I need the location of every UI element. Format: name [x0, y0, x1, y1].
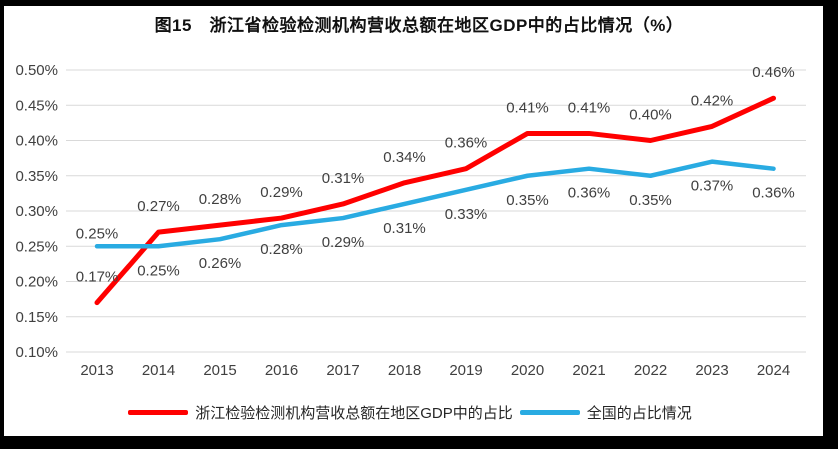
data-label: 0.17% [76, 269, 119, 286]
y-tick-label: 0.30% [15, 203, 58, 220]
data-label: 0.28% [260, 241, 303, 258]
legend-swatch-national-line [519, 410, 580, 415]
series-line-0 [94, 95, 776, 306]
data-label: 0.28% [199, 191, 242, 208]
data-label: 0.31% [383, 220, 426, 237]
y-tick-label: 0.45% [15, 97, 58, 114]
x-tick-label: 2018 [388, 362, 421, 379]
data-label: 0.41% [568, 99, 611, 116]
x-tick-label: 2022 [634, 362, 667, 379]
y-tick-label: 0.15% [15, 309, 58, 326]
data-label: 0.31% [322, 170, 365, 187]
legend-swatch-zhejiang-line [128, 410, 189, 415]
data-label: 0.29% [260, 184, 303, 201]
legend-label-zhejiang: 浙江检验检测机构营收总额在地区GDP中的占比 [195, 405, 513, 422]
data-label: 0.42% [691, 92, 734, 109]
x-tick-label: 2017 [326, 362, 359, 379]
data-label: 0.33% [445, 206, 488, 223]
chart-title: 图15 浙江省检验检测机构营收总额在地区GDP中的占比情况（%） [154, 16, 684, 35]
data-label: 0.36% [752, 185, 795, 202]
x-tick-label: 2020 [511, 362, 544, 379]
x-tick-label: 2013 [80, 362, 113, 379]
data-label: 0.25% [76, 225, 119, 242]
y-tick-label: 0.40% [15, 133, 58, 150]
data-label: 0.41% [506, 99, 549, 116]
data-label: 0.29% [322, 234, 365, 251]
legend-label-national: 全国的占比情况 [586, 405, 692, 422]
data-label: 0.34% [383, 149, 426, 166]
series-line-1 [94, 159, 776, 249]
data-label: 0.40% [629, 107, 672, 124]
x-tick-label: 2024 [757, 362, 790, 379]
data-label: 0.35% [629, 192, 672, 209]
x-tick-label: 2023 [695, 362, 728, 379]
x-tick-label: 2014 [142, 362, 175, 379]
y-tick-label: 0.20% [15, 274, 58, 291]
y-tick-label: 0.10% [15, 344, 58, 361]
x-tick-label: 2016 [265, 362, 298, 379]
chart-legend: 浙江检验检测机构营收总额在地区GDP中的占比 全国的占比情况 [0, 402, 820, 423]
x-tick-label: 2021 [572, 362, 605, 379]
data-label: 0.36% [568, 185, 611, 202]
x-tick-label: 2015 [203, 362, 236, 379]
data-label: 0.27% [137, 198, 180, 215]
y-tick-label: 0.35% [15, 168, 58, 185]
data-label: 0.26% [199, 255, 242, 272]
y-tick-label: 0.50% [15, 62, 58, 79]
y-tick-label: 0.25% [15, 238, 58, 255]
chart-background [4, 6, 823, 436]
data-label: 0.36% [445, 135, 488, 152]
data-label: 0.25% [137, 262, 180, 279]
x-tick-label: 2019 [449, 362, 482, 379]
data-label: 0.37% [691, 178, 734, 195]
data-label: 0.46% [752, 64, 795, 81]
data-label: 0.35% [506, 192, 549, 209]
